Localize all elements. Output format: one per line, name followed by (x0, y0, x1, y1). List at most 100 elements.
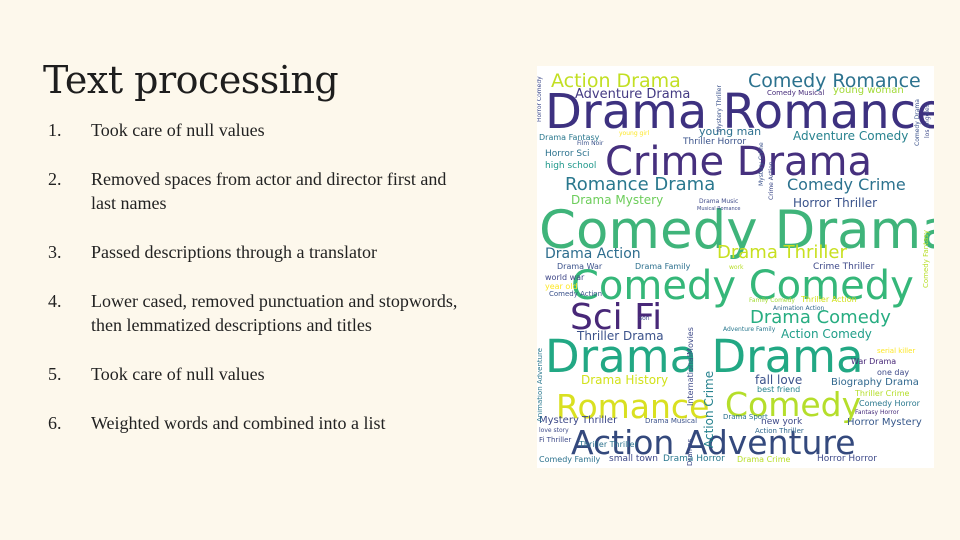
cloud-word: Adventure Family (723, 326, 776, 333)
cloud-word: Drama Action (545, 246, 641, 262)
cloud-word: Family Comedy (749, 297, 795, 304)
cloud-word: Romance (556, 387, 710, 426)
cloud-word: Comedy Horror (859, 399, 920, 408)
cloud-word: Comedy Crime (787, 175, 906, 194)
step-text: Lower cased, removed punctuation and sto… (91, 291, 458, 335)
cloud-word: Drama Fantasy (539, 133, 600, 142)
step-number: 5. (48, 364, 62, 384)
cloud-word: InternationalMovies (686, 327, 695, 406)
cloud-word: Crime Thriller (813, 262, 875, 272)
step-number: 3. (48, 242, 62, 262)
cloud-word: Dramas (686, 438, 694, 466)
cloud-word: world war (545, 273, 585, 282)
cloud-word: los angeles (924, 104, 931, 138)
cloud-word: Drama Mystery (571, 193, 664, 207)
cloud-word: Drama Romance (545, 84, 934, 140)
cloud-word: Thriller Horror (683, 137, 747, 147)
cloud-word: Drama Musical (645, 417, 698, 425)
cloud-word: young woman (833, 85, 904, 96)
step-text: Removed spaces from actor and director f… (91, 169, 447, 213)
cloud-word: fall love (755, 373, 803, 387)
cloud-word: Comedy Drama (914, 99, 921, 146)
cloud-word: Drama War (557, 262, 603, 271)
step-item: 3. Passed descriptions through a transla… (45, 240, 475, 264)
cloud-word: son (639, 315, 650, 322)
cloud-word: Drama Music (699, 198, 739, 205)
cloud-word: Thriller Drama (577, 329, 664, 343)
step-text: Took care of null values (91, 120, 265, 140)
cloud-word: Horror Mystery (847, 417, 922, 428)
cloud-word: serial killer (877, 347, 916, 355)
cloud-word: Comedy Drama (539, 200, 934, 261)
cloud-word: Mystery Crime (758, 142, 765, 186)
cloud-word: Horror Horror (817, 454, 877, 464)
cloud-word: Comedy Fantasy (922, 229, 930, 288)
cloud-word: Drama Comedy (750, 307, 891, 328)
cloud-word: Comedy Romance (748, 70, 921, 92)
cloud-word: young girl (619, 130, 650, 137)
cloud-word: Animation Action (773, 305, 825, 312)
step-item: 1. Took care of null values (45, 118, 475, 142)
genre-word-cloud-image: Comedy Drama Drama Romance Comedy Comedy… (537, 66, 934, 468)
cloud-word: Mystery Thriller (539, 415, 618, 426)
cloud-word: new york (761, 417, 803, 427)
cloud-word: Comedy Musical (767, 89, 825, 97)
step-item: 6. Weighted words and combined into a li… (45, 411, 475, 435)
cloud-word: Sci Fi (570, 297, 663, 338)
cloud-word: year old (545, 282, 578, 291)
cloud-word: Crime Action (768, 161, 775, 200)
cloud-word: small town (609, 454, 658, 464)
cloud-word: Action Crime (702, 370, 716, 448)
cloud-word: Horror Sci (545, 149, 590, 159)
cloud-word: Biography Drama (831, 377, 919, 388)
cloud-word: Drama Crime (737, 455, 791, 464)
cloud-word: Drama Drama (545, 330, 864, 383)
cloud-word: Action Comedy (781, 327, 872, 341)
slide-title: Text processing (43, 58, 339, 102)
cloud-word: Horror Thriller (793, 196, 878, 210)
cloud-word: Thriller Thriller (579, 440, 638, 449)
cloud-word: Mystery Thriller (716, 85, 723, 132)
processing-steps-list: 1. Took care of null values 2. Removed s… (45, 118, 475, 460)
cloud-word: work (729, 264, 744, 271)
cloud-word: Film Noir (577, 140, 604, 147)
step-number: 6. (48, 413, 62, 433)
cloud-word: Action Thriller (755, 427, 804, 435)
cloud-word: Comedy Action (549, 290, 603, 298)
step-item: 4. Lower cased, removed punctuation and … (45, 289, 475, 337)
cloud-word: Horror Comedy (537, 76, 543, 122)
cloud-word: Crime Drama (605, 139, 873, 185)
cloud-word: Musical Romance (697, 206, 741, 212)
step-number: 2. (48, 169, 62, 189)
step-number: 4. (48, 291, 62, 311)
cloud-word: best friend (757, 385, 801, 394)
cloud-word: Drama Sport (723, 413, 768, 421)
cloud-word: love story (539, 427, 569, 434)
cloud-word: War Drama (851, 357, 897, 366)
cloud-word: Action Drama (551, 70, 681, 92)
step-number: 1. (48, 120, 62, 140)
step-text: Passed descriptions through a translator (91, 242, 377, 262)
cloud-word: Drama Family (635, 262, 691, 271)
cloud-word: Fantasy Horror (855, 409, 900, 416)
cloud-word: Drama History (581, 373, 669, 387)
cloud-word: one day (877, 368, 910, 377)
cloud-word: Comedy (725, 385, 862, 424)
step-item: 5. Took care of null values (45, 362, 475, 386)
cloud-word: Thriller Action (801, 295, 857, 304)
cloud-word: Action Adventure (571, 423, 856, 462)
cloud-word: Adventure Comedy (793, 129, 909, 143)
step-text: Weighted words and combined into a list (91, 413, 386, 433)
cloud-word: young man (699, 125, 762, 138)
cloud-word: Comedy Family (539, 455, 601, 464)
cloud-word: Adventure Drama (575, 87, 691, 102)
step-text: Took care of null values (91, 364, 265, 384)
cloud-word: Thriller Crime (855, 389, 910, 398)
cloud-word: Drama Horror (663, 454, 725, 464)
cloud-word: high school (545, 161, 597, 171)
cloud-word: Animation Adventure (537, 347, 544, 422)
cloud-word: Comedy Comedy (571, 263, 914, 309)
cloud-word: Drama Thriller (717, 242, 847, 263)
cloud-word: Romance Drama (565, 174, 716, 195)
step-item: 2. Removed spaces from actor and directo… (45, 167, 475, 215)
